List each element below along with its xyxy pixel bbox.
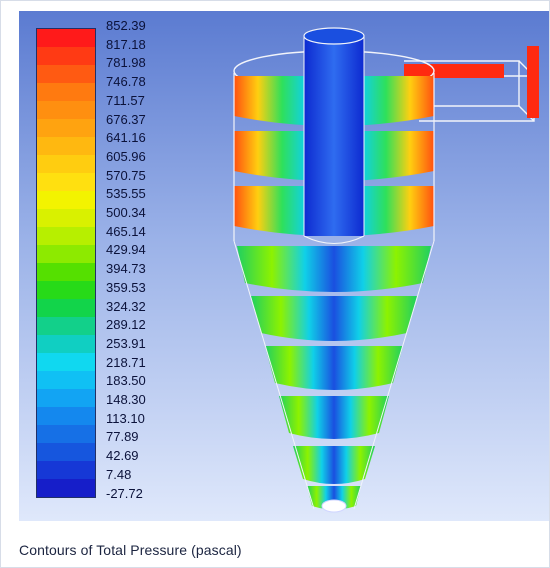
legend-tick-label: 605.96 — [106, 148, 146, 164]
legend-swatch — [37, 29, 95, 48]
legend-tick-label: 253.91 — [106, 335, 146, 351]
legend-swatch — [37, 299, 95, 318]
legend-tick-label: 781.98 — [106, 55, 146, 71]
vortex-finder-pipe — [303, 27, 365, 244]
legend-tick-label: 500.34 — [106, 205, 146, 220]
legend-tick-label: 429.94 — [106, 242, 146, 258]
color-legend-labels: 852.39 817.18 781.98 746.78 711.57 676.37 641.… — [106, 17, 196, 509]
legend-tick-label: 711.57 — [106, 92, 145, 108]
legend-tick-label: 183.50 — [106, 373, 146, 389]
legend-swatch — [37, 389, 95, 408]
legend-tick-label: 817.18 — [106, 36, 146, 52]
legend-swatch — [37, 101, 95, 120]
legend-tick-label: 641.16 — [106, 130, 146, 146]
legend-tick-label: 324.32 — [106, 298, 146, 314]
legend-tick-label: 359.53 — [106, 279, 146, 295]
legend-swatch — [37, 281, 95, 300]
legend-swatch — [37, 119, 95, 138]
cyclone-model — [209, 21, 549, 531]
legend-swatch — [37, 155, 95, 174]
legend-swatch — [37, 83, 95, 102]
legend-swatch — [37, 371, 95, 390]
inlet-duct — [404, 46, 539, 122]
legend-swatch — [37, 479, 95, 497]
legend-tick-label: 148.30 — [106, 392, 146, 407]
figure-caption: Contours of Total Pressure (pascal) — [19, 542, 242, 558]
legend-tick-label: 465.14 — [106, 223, 146, 239]
legend-tick-label: 7.48 — [106, 466, 132, 482]
legend-swatch — [37, 407, 95, 426]
legend-tick-label: 676.37 — [106, 111, 146, 127]
legend-swatch — [37, 245, 95, 264]
legend-swatch — [37, 443, 95, 462]
legend-swatch — [37, 47, 95, 66]
legend-tick-label: 77.89 — [106, 429, 139, 445]
cone-bands — [233, 240, 435, 513]
legend-swatch — [37, 137, 95, 156]
legend-swatch — [37, 317, 95, 336]
legend-swatch — [37, 263, 95, 282]
legend-swatch — [37, 65, 95, 84]
legend-tick-label: 42.69 — [106, 448, 139, 464]
legend-tick-label: 394.73 — [106, 261, 146, 277]
legend-swatch — [37, 209, 95, 228]
legend-tick-label: 535.55 — [106, 186, 146, 202]
color-legend-bar — [36, 28, 96, 498]
legend-tick-label: 113.10 — [106, 410, 145, 426]
legend-tick-label: 570.75 — [106, 167, 146, 183]
legend-swatch — [37, 461, 95, 480]
legend-tick-label: 289.12 — [106, 317, 146, 333]
legend-tick-label: 852.39 — [106, 18, 146, 33]
legend-swatches — [37, 29, 95, 497]
legend-swatch — [37, 353, 95, 372]
legend-swatch — [37, 335, 95, 354]
legend-tick-label: -27.72 — [106, 485, 143, 501]
graphics-viewport — [19, 11, 549, 521]
cyclone-contour-svg — [233, 27, 539, 513]
legend-swatch — [37, 425, 95, 444]
legend-tick-label: 746.78 — [106, 74, 146, 90]
legend-swatch — [37, 191, 95, 210]
legend-swatch — [37, 173, 95, 192]
legend-swatch — [37, 227, 95, 246]
legend-tick-label: 218.71 — [106, 354, 146, 370]
